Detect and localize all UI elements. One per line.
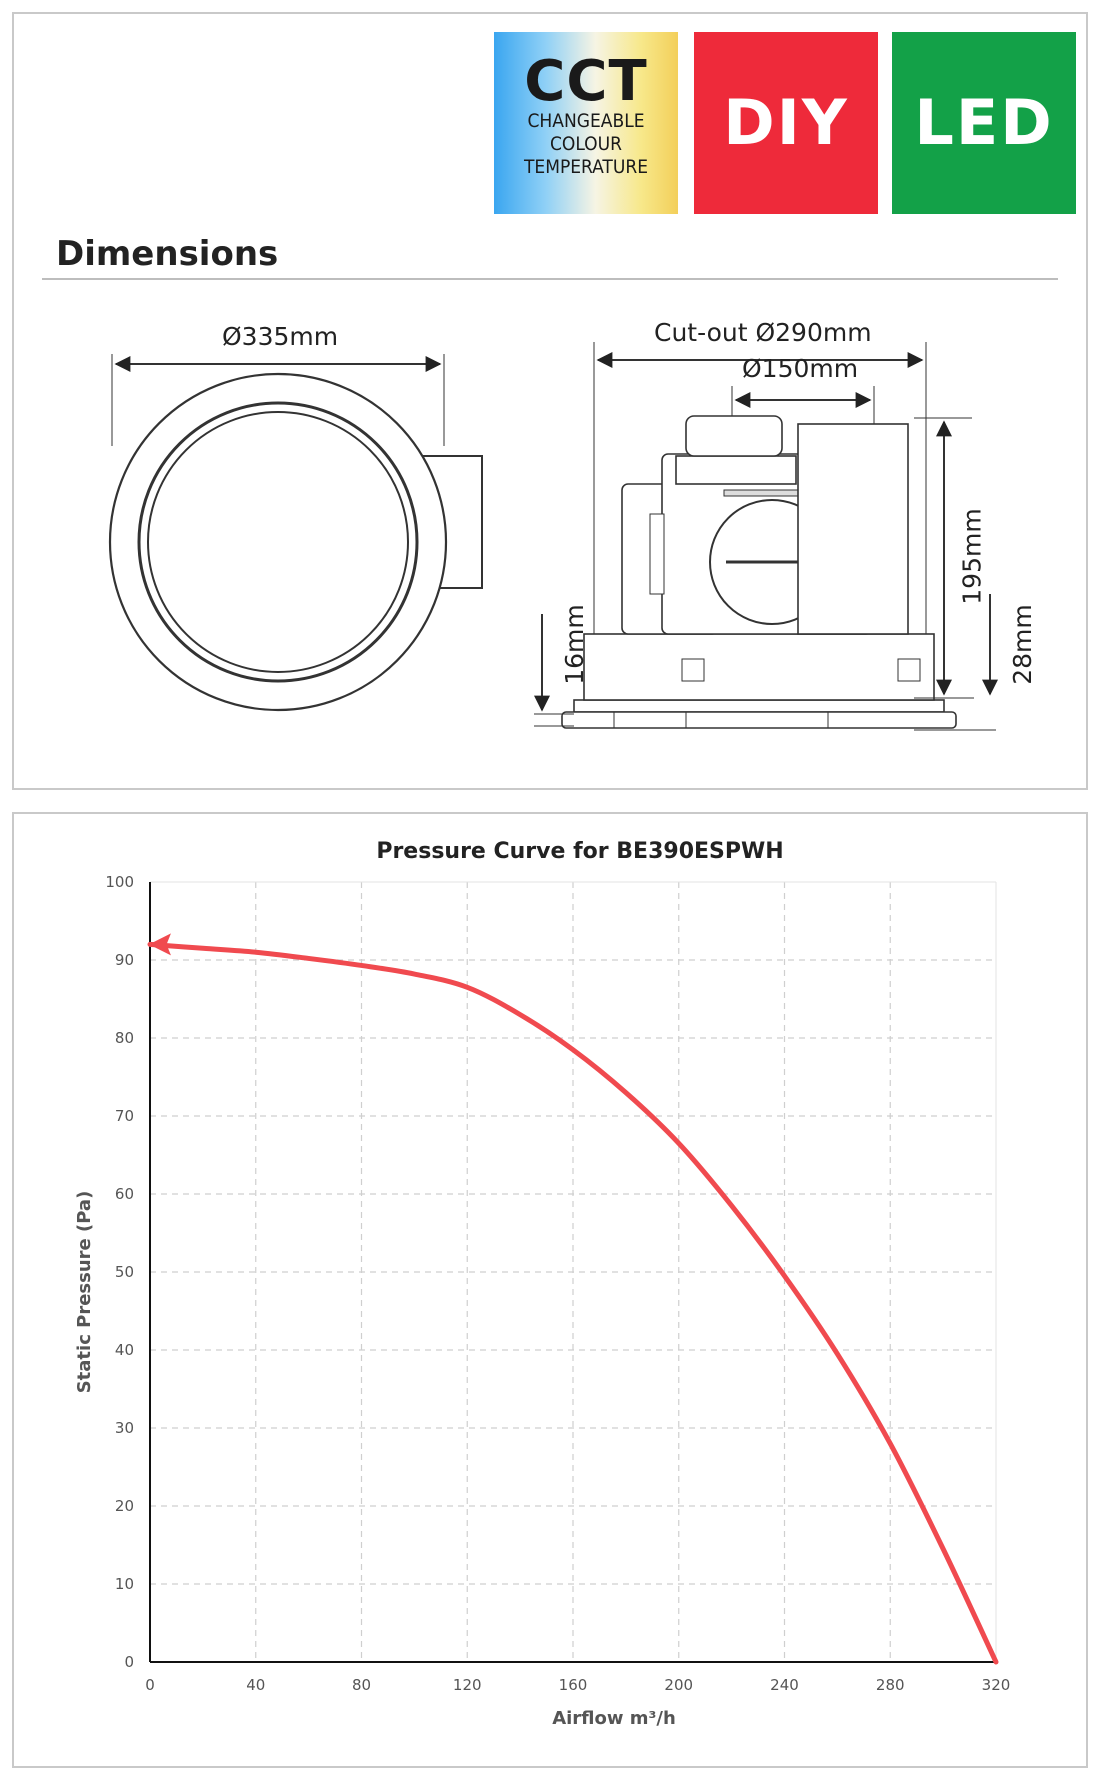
diy-badge-label: DIY — [723, 86, 849, 159]
side-view-drawing — [534, 342, 998, 731]
diameter-label: Ø335mm — [222, 322, 339, 351]
height-label: 195mm — [957, 508, 987, 605]
x-tick-label: 120 — [453, 1676, 482, 1694]
y-tick-label: 30 — [115, 1419, 134, 1437]
led-badge-label: LED — [914, 86, 1054, 159]
dimension-drawings — [108, 342, 998, 731]
y-tick-label: 100 — [105, 873, 134, 891]
y-tick-label: 40 — [115, 1341, 134, 1359]
cct-badge-line3: TEMPERATURE — [523, 156, 649, 178]
pressure-curve-chart: Pressure Curve for BE390ESPWH 0 40 80 120 16… — [74, 839, 1010, 1729]
pressure-curve-line — [147, 941, 999, 1665]
y-tick-label: 70 — [115, 1107, 134, 1125]
y-tick-label: 60 — [115, 1185, 134, 1203]
dimensions-panel: CCT CHANGEABLE COLOUR TEMPERATURE DIY LE… — [12, 12, 1088, 790]
front-view-drawing — [108, 354, 483, 712]
chart-series — [147, 933, 999, 1665]
section-divider — [42, 278, 1058, 280]
chart-ticks: 0 40 80 120 160 200 240 280 320 0 10 20 30 40 50 60 70 80… — [105, 873, 1010, 1694]
x-tick-label: 200 — [664, 1676, 693, 1694]
led-badge: LED — [892, 32, 1076, 214]
duct-diameter-label: Ø150mm — [742, 354, 859, 383]
diy-badge: DIY — [694, 32, 878, 214]
outer-rim — [108, 372, 448, 712]
y-tick-label: 80 — [115, 1029, 134, 1047]
y-tick-label: 20 — [115, 1497, 134, 1515]
x-tick-label: 320 — [982, 1676, 1011, 1694]
x-tick-label: 0 — [145, 1676, 155, 1694]
cct-badge-line1: CHANGEABLE — [527, 110, 645, 132]
pressure-chart-panel: Pressure Curve for BE390ESPWH 0 40 80 120 16… — [12, 812, 1088, 1768]
x-tick-label: 80 — [352, 1676, 371, 1694]
y-tick-label: 50 — [115, 1263, 134, 1281]
x-tick-label: 280 — [876, 1676, 905, 1694]
y-axis-title: Static Pressure (Pa) — [74, 1191, 95, 1394]
chart-title: Pressure Curve for BE390ESPWH — [376, 839, 783, 864]
flange-depth-label: 28mm — [1007, 604, 1037, 685]
x-axis-title: Airflow m³/h — [552, 1708, 676, 1729]
grille-depth-label: 16mm — [559, 604, 589, 685]
section-title: Dimensions — [56, 234, 279, 274]
cutout-label: Cut-out Ø290mm — [654, 318, 872, 347]
curve-arrowhead — [148, 933, 171, 956]
x-tick-label: 240 — [770, 1676, 799, 1694]
chart-grid — [150, 882, 996, 1662]
cct-badge-title: CCT — [524, 49, 648, 114]
y-tick-label: 10 — [115, 1575, 134, 1593]
plot-area — [149, 881, 997, 1663]
y-tick-label: 90 — [115, 951, 134, 969]
x-tick-label: 160 — [559, 1676, 588, 1694]
x-tick-label: 40 — [246, 1676, 265, 1694]
cct-badge-line2: COLOUR — [549, 133, 623, 155]
cct-badge: CCT CHANGEABLE COLOUR TEMPERATURE — [494, 32, 678, 214]
y-tick-label: 0 — [124, 1653, 134, 1671]
